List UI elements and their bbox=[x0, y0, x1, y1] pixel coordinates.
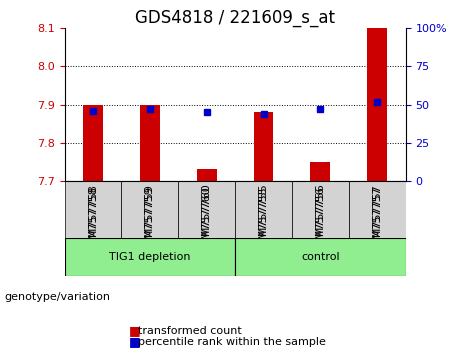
Bar bbox=[310, 162, 331, 181]
Text: GSM757757: GSM757757 bbox=[372, 187, 382, 255]
Text: GSM757755: GSM757755 bbox=[259, 184, 269, 251]
Text: GSM757756: GSM757756 bbox=[315, 184, 325, 251]
FancyBboxPatch shape bbox=[292, 181, 349, 238]
Text: ■: ■ bbox=[129, 335, 141, 348]
Text: GSM757757: GSM757757 bbox=[372, 184, 382, 252]
Title: GDS4818 / 221609_s_at: GDS4818 / 221609_s_at bbox=[135, 9, 335, 27]
FancyBboxPatch shape bbox=[65, 181, 121, 238]
Text: control: control bbox=[301, 252, 340, 262]
Bar bbox=[83, 104, 103, 181]
Bar bbox=[254, 112, 273, 181]
Text: ■: ■ bbox=[129, 325, 141, 337]
Text: genotype/variation: genotype/variation bbox=[5, 292, 111, 302]
FancyBboxPatch shape bbox=[349, 181, 406, 238]
FancyBboxPatch shape bbox=[65, 238, 235, 276]
Text: GSM757759: GSM757759 bbox=[145, 184, 155, 252]
Text: GSM757755: GSM757755 bbox=[259, 187, 269, 254]
Text: percentile rank within the sample: percentile rank within the sample bbox=[138, 337, 326, 347]
Bar bbox=[367, 28, 387, 181]
FancyBboxPatch shape bbox=[121, 181, 178, 238]
FancyBboxPatch shape bbox=[235, 181, 292, 238]
Text: GSM757756: GSM757756 bbox=[315, 187, 325, 254]
Text: GSM757760: GSM757760 bbox=[201, 184, 212, 251]
Bar bbox=[197, 169, 217, 181]
Text: GSM757758: GSM757758 bbox=[88, 187, 98, 255]
FancyBboxPatch shape bbox=[235, 238, 406, 276]
Bar bbox=[140, 104, 160, 181]
Text: TIG1 depletion: TIG1 depletion bbox=[109, 252, 190, 262]
Text: GSM757758: GSM757758 bbox=[88, 184, 98, 252]
FancyBboxPatch shape bbox=[178, 181, 235, 238]
Text: GSM757760: GSM757760 bbox=[201, 187, 212, 254]
Text: transformed count: transformed count bbox=[138, 326, 242, 336]
Text: GSM757759: GSM757759 bbox=[145, 187, 155, 255]
